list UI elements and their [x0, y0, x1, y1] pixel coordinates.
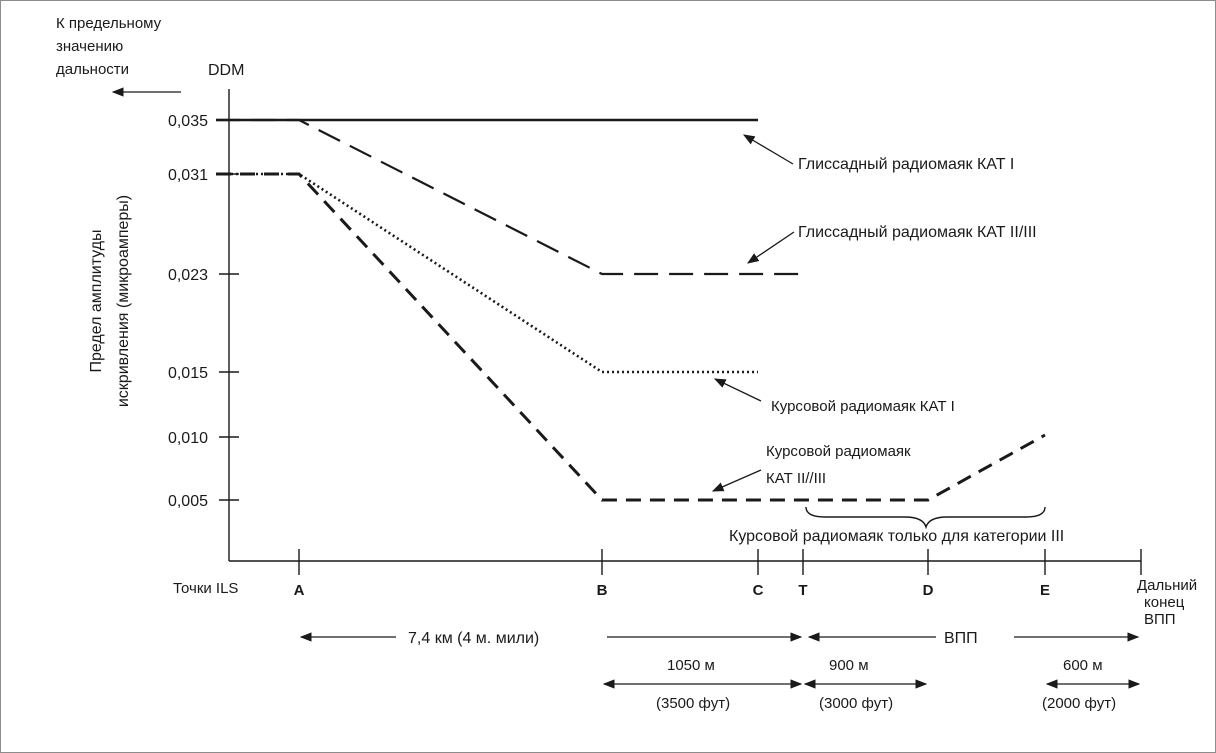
cat3-brace — [805, 506, 1046, 530]
label-localizer-cat2-3-line-2: КАТ II//III — [766, 470, 826, 487]
y-axis-title-line-1: Предел амплитуды — [88, 229, 105, 372]
y-tick-0005: 0,005 — [168, 493, 239, 510]
label-arrow-localizer-cat1 — [713, 378, 762, 402]
label-e-end-m: 600 м — [1063, 657, 1103, 674]
label-localizer-cat1: Курсовой радиомаяк КАТ I — [771, 398, 955, 415]
label-t-d-ft: (3000 фут) — [819, 695, 893, 712]
x-label-a: A — [294, 582, 305, 599]
x-label-e: E — [1040, 582, 1050, 599]
x-axis-title: Точки ILS — [173, 580, 238, 597]
label-localizer-cat2-3-line-1: Курсовой радиомаяк — [766, 443, 911, 460]
label-glideslope-cat1: Глиссадный радиомаяк КАТ I — [798, 156, 1014, 173]
far-end-label: Дальний конец ВПП — [1137, 577, 1197, 628]
y-tick-label: 0,015 — [168, 365, 208, 382]
label-arrow-localizer-cat2-3 — [711, 469, 762, 492]
label-t-d-m: 900 м — [829, 657, 869, 674]
x-label-c: C — [753, 582, 764, 599]
y-tick-label: 0,010 — [168, 430, 208, 447]
range-note-line-2: значению — [56, 38, 123, 55]
far-end-line-1: Дальний — [1137, 577, 1197, 594]
range-note-line-3: дальности — [56, 61, 129, 78]
y-tick-0023: 0,023 — [168, 267, 239, 284]
label-b-t-m: 1050 м — [667, 657, 715, 674]
x-label-b: B — [597, 582, 608, 599]
label-e-end-ft: (2000 фут) — [1042, 695, 1116, 712]
x-label-d: D — [923, 582, 934, 599]
ddm-label: DDM — [208, 62, 244, 79]
series-glideslope-cat2-3 — [216, 118, 803, 276]
y-tick-label: 0,005 — [168, 493, 208, 510]
y-tick-label: 0,035 — [168, 113, 208, 130]
y-tick-label: 0,023 — [168, 267, 208, 284]
far-end-line-3: ВПП — [1144, 611, 1176, 628]
label-arrow-glideslope-cat1 — [742, 134, 794, 165]
range-note: К предельному значению дальности — [56, 15, 162, 78]
label-runway: ВПП — [944, 630, 978, 647]
y-tick-0010: 0,010 — [168, 430, 239, 447]
far-end-line-2: конец — [1144, 594, 1185, 611]
y-tick-0015: 0,015 — [168, 365, 239, 382]
label-total-distance: 7,4 км (4 м. мили) — [408, 630, 539, 647]
label-b-t-ft: (3500 фут) — [656, 695, 730, 712]
series-localizer-cat1 — [216, 172, 758, 374]
brace-label: Курсовой радиомаяк только для категории … — [729, 528, 1064, 545]
label-glideslope-cat2-3: Глиссадный радиомаяк КАТ II/III — [798, 224, 1037, 241]
label-arrow-glideslope-cat2-3 — [747, 231, 795, 264]
y-axis-title-line-2: искривления (микроамперы) — [115, 195, 132, 407]
x-label-t: T — [798, 582, 807, 599]
range-note-line-1: К предельному — [56, 15, 162, 32]
y-tick-label: 0,031 — [168, 167, 208, 184]
series-localizer-cat2-3 — [216, 172, 1046, 502]
